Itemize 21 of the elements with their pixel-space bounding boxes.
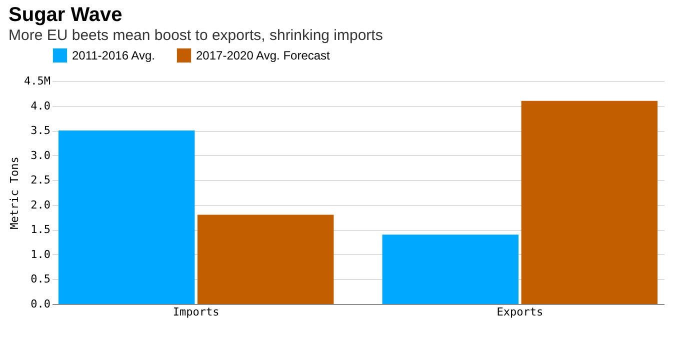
x-tick-label: Imports — [172, 306, 220, 318]
y-tick-label: 0.5 — [30, 272, 50, 286]
bar — [521, 100, 658, 304]
y-tick-label: 3.5 — [30, 124, 50, 138]
legend-label: 2011-2016 Avg. — [72, 48, 155, 62]
y-tick-label: 1.5 — [30, 223, 50, 236]
y-tick-label: 0.0 — [30, 298, 50, 310]
bar — [382, 234, 519, 304]
chart-subtitle: More EU beets mean boost to exports, shrinking imports — [8, 27, 383, 44]
y-tick-label: 2.0 — [30, 198, 50, 212]
y-tick-label: 4.5M — [24, 74, 51, 88]
y-tick-label: 2.5 — [30, 174, 50, 187]
y-tick-label: 4.0 — [30, 99, 50, 112]
bar — [58, 130, 195, 304]
y-tick-label: 1.0 — [30, 248, 50, 261]
chart-title: Sugar Wave — [8, 4, 122, 26]
legend-label: 2017-2020 Avg. Forecast — [196, 48, 331, 62]
x-tick-label: Exports — [496, 306, 544, 318]
y-axis-title: Metric Tons — [8, 156, 22, 230]
bar — [197, 214, 334, 304]
y-tick-label: 3.0 — [30, 148, 50, 162]
